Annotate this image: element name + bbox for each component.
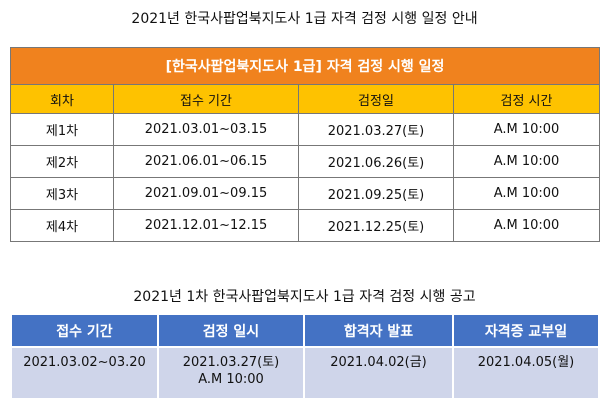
table-row: 제2차 2021.06.01~06.15 2021.06.26(토) A.M 10:0… xyxy=(10,145,600,178)
header-application-period: 접수 기간 xyxy=(10,313,159,348)
date-cell: 2021.03.27(토) xyxy=(298,113,454,146)
time-cell: A.M 10:00 xyxy=(453,209,600,242)
table-row: 제4차 2021.12.01~12.15 2021.12.25(토) A.M 10:0… xyxy=(10,209,600,242)
date-cell: 2021.12.25(토) xyxy=(298,209,454,242)
issue-date-cell: 2021.04.05(월) xyxy=(452,346,600,400)
time-cell: A.M 10:00 xyxy=(453,145,600,178)
time-cell: A.M 10:00 xyxy=(453,113,600,146)
header-exam-date: 검정일 xyxy=(298,84,454,114)
table-row: 제1차 2021.03.01~03.15 2021.03.27(토) A.M 10:0… xyxy=(10,113,600,146)
header-certificate-issue: 자격증 교부일 xyxy=(452,313,600,348)
datetime-cell: 2021.03.27(토) A.M 10:00 xyxy=(157,346,305,400)
result-date-cell: 2021.04.02(금) xyxy=(303,346,454,400)
header-exam-time: 검정 시간 xyxy=(453,84,600,114)
notice-title: 2021년 1차 한국사팝업북지도사 1급 자격 검정 시행 공고 xyxy=(133,289,476,305)
header-round: 회차 xyxy=(10,84,114,114)
period-cell: 2021.12.01~12.15 xyxy=(113,209,299,242)
exam-time: A.M 10:00 xyxy=(198,372,264,387)
header-exam-datetime: 검정 일시 xyxy=(157,313,305,348)
schedule-title: 2021년 한국사팝업북지도사 1급 자격 검정 시행 일정 안내 xyxy=(131,11,478,27)
table-row: 제3차 2021.09.01~09.15 2021.09.25(토) A.M 10:0… xyxy=(10,177,600,210)
date-cell: 2021.09.25(토) xyxy=(298,177,454,210)
time-cell: A.M 10:00 xyxy=(453,177,600,210)
period-cell: 2021.06.01~06.15 xyxy=(113,145,299,178)
schedule-table: [한국사팝업북지도사 1급] 자격 검정 시행 일정 회차 접수 기간 검정일 … xyxy=(10,47,600,242)
round-cell: 제1차 xyxy=(10,113,114,146)
round-cell: 제4차 xyxy=(10,209,114,242)
header-result-announcement: 합격자 발표 xyxy=(303,313,454,348)
notice-table: 접수 기간 검정 일시 합격자 발표 자격증 교부일 2021.03.02~03… xyxy=(10,313,600,400)
header-application-period: 접수 기간 xyxy=(113,84,299,114)
period-cell: 2021.03.01~03.15 xyxy=(113,113,299,146)
table-row: 2021.03.02~03.20 2021.03.27(토) A.M 10:00 … xyxy=(10,346,600,400)
round-cell: 제2차 xyxy=(10,145,114,178)
exam-date: 2021.03.27(토) xyxy=(182,355,280,370)
period-cell: 2021.03.02~03.20 xyxy=(10,346,159,400)
schedule-caption: [한국사팝업북지도사 1급] 자격 검정 시행 일정 xyxy=(10,47,600,85)
date-cell: 2021.06.26(토) xyxy=(298,145,454,178)
period-cell: 2021.09.01~09.15 xyxy=(113,177,299,210)
round-cell: 제3차 xyxy=(10,177,114,210)
